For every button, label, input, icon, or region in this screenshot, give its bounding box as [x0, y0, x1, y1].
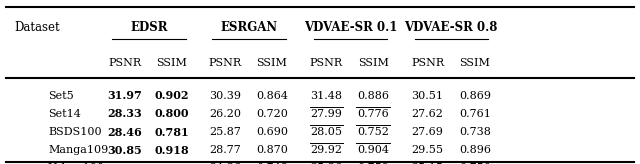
Text: PSNR: PSNR	[108, 58, 141, 68]
Text: 0.720: 0.720	[256, 109, 288, 119]
Text: Dataset: Dataset	[14, 20, 60, 34]
Text: 27.62: 27.62	[412, 109, 444, 119]
Text: 0.761: 0.761	[459, 109, 491, 119]
Text: PSNR: PSNR	[411, 58, 444, 68]
Text: 0.738: 0.738	[459, 127, 491, 137]
Text: 25.36: 25.36	[310, 163, 342, 164]
Text: 30.51: 30.51	[412, 91, 444, 101]
Text: 26.02: 26.02	[108, 163, 142, 164]
Text: 0.918: 0.918	[154, 144, 189, 156]
Text: 0.781: 0.781	[154, 126, 189, 138]
Text: 25.15: 25.15	[412, 163, 444, 164]
Text: Set14: Set14	[48, 109, 81, 119]
Text: SSIM: SSIM	[460, 58, 490, 68]
Text: 0.896: 0.896	[459, 145, 491, 155]
Text: PSNR: PSNR	[209, 58, 242, 68]
Text: 29.55: 29.55	[412, 145, 444, 155]
Text: Urban100: Urban100	[48, 163, 105, 164]
Text: 0.864: 0.864	[256, 91, 288, 101]
Text: 0.870: 0.870	[256, 145, 288, 155]
Text: 0.798: 0.798	[154, 163, 189, 164]
Text: 0.690: 0.690	[256, 127, 288, 137]
Text: 28.77: 28.77	[209, 145, 241, 155]
Text: 0.759: 0.759	[357, 163, 389, 164]
Text: 0.752: 0.752	[357, 127, 389, 137]
Text: BSDS100: BSDS100	[48, 127, 102, 137]
Text: 26.20: 26.20	[209, 109, 241, 119]
Text: 0.886: 0.886	[357, 91, 389, 101]
Text: Set5: Set5	[48, 91, 74, 101]
Text: 0.776: 0.776	[357, 109, 389, 119]
Text: 0.904: 0.904	[357, 145, 389, 155]
Text: PSNR: PSNR	[310, 58, 343, 68]
Text: 25.87: 25.87	[209, 127, 241, 137]
Text: SSIM: SSIM	[257, 58, 287, 68]
Text: SSIM: SSIM	[358, 58, 388, 68]
Text: 29.92: 29.92	[310, 145, 342, 155]
Text: 0.869: 0.869	[459, 91, 491, 101]
Text: Manga109: Manga109	[48, 145, 108, 155]
Text: 31.97: 31.97	[108, 90, 142, 102]
Text: 24.36: 24.36	[209, 163, 241, 164]
Text: 30.85: 30.85	[108, 144, 142, 156]
Text: 0.902: 0.902	[154, 90, 189, 102]
Text: 0.748: 0.748	[256, 163, 288, 164]
Text: SSIM: SSIM	[156, 58, 187, 68]
Text: 28.05: 28.05	[310, 127, 342, 137]
Text: ESRGAN: ESRGAN	[221, 20, 278, 34]
Text: 0.800: 0.800	[154, 108, 189, 120]
Text: 28.46: 28.46	[108, 126, 142, 138]
Text: 0.750: 0.750	[459, 163, 491, 164]
Text: EDSR: EDSR	[130, 20, 168, 34]
Text: 27.69: 27.69	[412, 127, 444, 137]
Text: 27.99: 27.99	[310, 109, 342, 119]
Text: 31.48: 31.48	[310, 91, 342, 101]
Text: VDVAE-SR 0.8: VDVAE-SR 0.8	[404, 20, 498, 34]
Text: 30.39: 30.39	[209, 91, 241, 101]
Text: VDVAE-SR 0.1: VDVAE-SR 0.1	[304, 20, 397, 34]
Text: 28.33: 28.33	[108, 108, 142, 120]
